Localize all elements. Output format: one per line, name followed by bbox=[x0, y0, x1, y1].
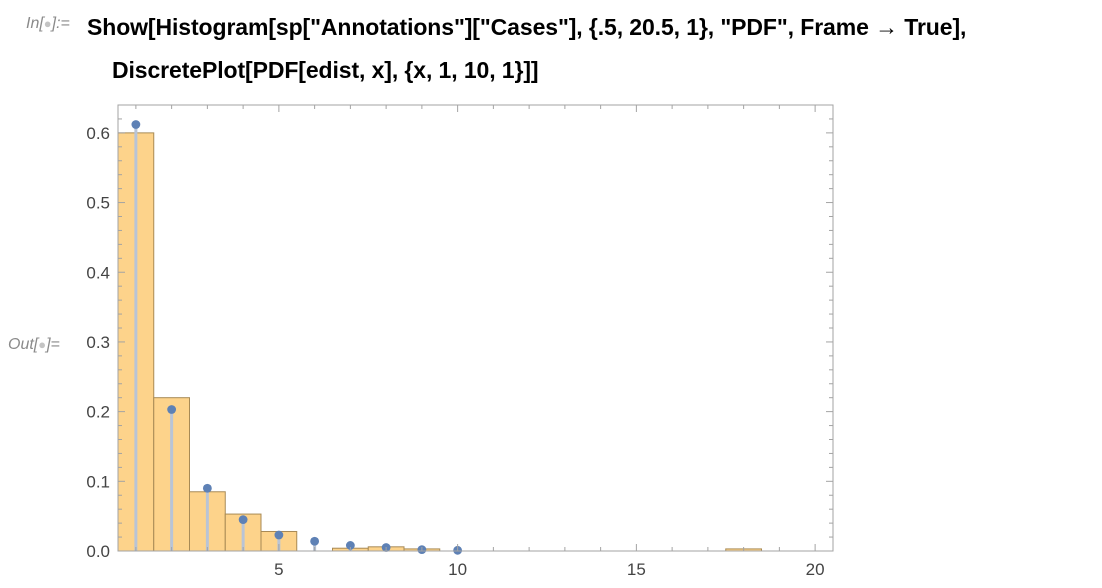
cell-dot-icon: ● bbox=[38, 337, 47, 352]
y-tick-label: 0.0 bbox=[86, 542, 110, 561]
discrete-point bbox=[238, 515, 248, 525]
y-tick-label: 0.5 bbox=[86, 194, 110, 213]
cell-dot-icon: ● bbox=[43, 16, 52, 31]
y-tick-label: 0.6 bbox=[86, 124, 110, 143]
x-tick-label: 15 bbox=[627, 560, 646, 579]
y-tick-label: 0.4 bbox=[86, 263, 110, 282]
output-cell-label: Out[●]= bbox=[8, 336, 60, 353]
discrete-point bbox=[310, 536, 320, 546]
histogram-bars bbox=[117, 132, 762, 552]
discrete-point bbox=[202, 483, 212, 493]
code-line[interactable]: Show[Histogram[sp["Annotations"]["Cases"… bbox=[87, 14, 967, 40]
y-tick-label: 0.1 bbox=[86, 472, 110, 491]
discrete-point bbox=[274, 530, 284, 540]
discrete-point bbox=[345, 541, 355, 550]
x-tick-label: 5 bbox=[274, 560, 283, 579]
y-tick-label: 0.3 bbox=[86, 333, 110, 352]
x-tick-label: 10 bbox=[448, 560, 467, 579]
x-tick-label: 20 bbox=[806, 560, 825, 579]
input-cell-label: In[●]:= bbox=[26, 15, 70, 32]
discrete-point bbox=[167, 405, 177, 414]
code-line[interactable]: DiscretePlot[PDF[edist, x], {x, 1, 10, 1… bbox=[112, 57, 539, 83]
axis-ticks: 5 10 15 20 0.0 0.1 0.2 0.3 0.4 0.5 0.6 bbox=[86, 104, 833, 579]
discrete-points bbox=[131, 120, 463, 555]
discrete-point bbox=[131, 120, 141, 129]
plot-frame bbox=[117, 104, 834, 552]
y-tick-label: 0.2 bbox=[86, 403, 110, 422]
